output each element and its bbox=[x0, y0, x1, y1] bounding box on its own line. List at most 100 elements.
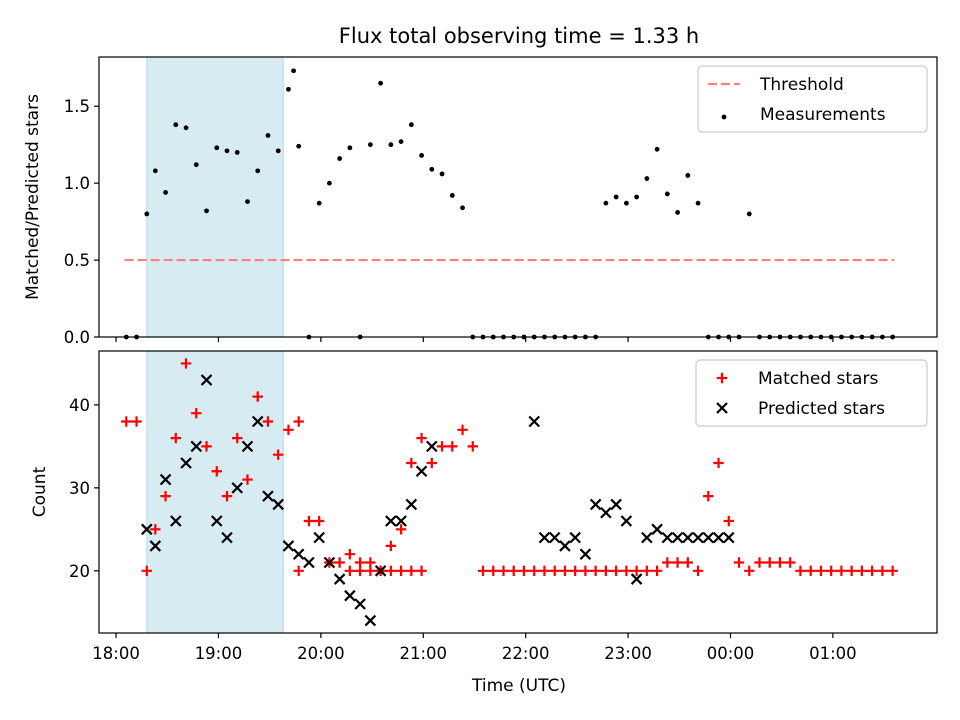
data-point bbox=[221, 531, 233, 544]
x-tick-label: 18:00 bbox=[92, 644, 140, 663]
y-tick-label: 30 bbox=[69, 479, 90, 498]
data-point bbox=[682, 531, 694, 544]
data-point bbox=[316, 200, 322, 206]
data-point bbox=[449, 193, 455, 198]
data-point bbox=[201, 441, 212, 452]
data-point bbox=[149, 540, 162, 552]
data-point bbox=[538, 531, 551, 544]
data-point bbox=[385, 515, 397, 527]
data-point bbox=[723, 531, 735, 544]
data-point bbox=[498, 565, 509, 576]
data-point bbox=[131, 416, 142, 427]
data-point bbox=[354, 598, 366, 610]
y-tick-label: 1.0 bbox=[64, 174, 90, 193]
data-point bbox=[712, 531, 725, 544]
data-point bbox=[764, 557, 775, 568]
data-point bbox=[144, 211, 150, 217]
data-point bbox=[406, 457, 417, 469]
x-axis-label: Time (UTC) bbox=[471, 676, 566, 696]
data-point bbox=[273, 449, 284, 460]
data-point bbox=[590, 565, 601, 576]
data-point bbox=[374, 565, 387, 577]
data-point bbox=[200, 374, 213, 386]
data-point bbox=[610, 498, 622, 511]
data-point bbox=[644, 176, 650, 181]
data-point bbox=[141, 523, 153, 536]
data-point bbox=[785, 557, 796, 568]
data-point bbox=[121, 416, 132, 427]
data-point bbox=[405, 498, 418, 511]
x-tick-label: 22:00 bbox=[502, 644, 550, 663]
axes-frame bbox=[98, 350, 938, 634]
data-point bbox=[190, 440, 203, 453]
data-point bbox=[286, 86, 291, 92]
data-point bbox=[610, 565, 622, 576]
data-point bbox=[283, 424, 294, 435]
data-point bbox=[600, 565, 612, 576]
data-point bbox=[313, 515, 325, 527]
data-point bbox=[388, 142, 394, 148]
counts-panel: 20 30 40 18:00 19:00 20:00 21:00 22:00 23:00 00:0… bbox=[30, 350, 938, 663]
data-point bbox=[292, 548, 305, 560]
data-point bbox=[518, 565, 530, 576]
data-point bbox=[163, 189, 168, 195]
data-point bbox=[539, 565, 550, 576]
data-point bbox=[692, 531, 704, 544]
data-point bbox=[265, 133, 271, 138]
data-point bbox=[559, 565, 571, 576]
data-point bbox=[580, 565, 591, 576]
data-point bbox=[234, 149, 240, 155]
data-point bbox=[385, 540, 397, 552]
data-point bbox=[398, 139, 404, 145]
data-point bbox=[415, 465, 428, 478]
data-point bbox=[457, 424, 468, 435]
data-point bbox=[856, 565, 868, 576]
data-point bbox=[242, 474, 253, 485]
data-point bbox=[365, 565, 376, 576]
data-point bbox=[406, 565, 417, 576]
data-point bbox=[183, 125, 189, 131]
data-point bbox=[795, 565, 806, 576]
data-point bbox=[630, 573, 643, 585]
data-point bbox=[641, 531, 653, 544]
data-point bbox=[214, 145, 220, 151]
data-point bbox=[631, 565, 642, 576]
data-point bbox=[344, 549, 356, 560]
data-point bbox=[436, 441, 448, 452]
data-point bbox=[323, 556, 336, 569]
data-point bbox=[774, 557, 786, 568]
data-point bbox=[447, 441, 458, 452]
data-point bbox=[150, 524, 161, 535]
data-point bbox=[439, 171, 445, 177]
data-point bbox=[467, 441, 478, 452]
data-point bbox=[141, 565, 152, 576]
data-point bbox=[303, 556, 315, 569]
data-point bbox=[621, 565, 632, 576]
data-point bbox=[159, 473, 172, 486]
data-point bbox=[703, 490, 714, 502]
data-point bbox=[613, 194, 619, 200]
data-point bbox=[191, 408, 202, 419]
legend-box bbox=[695, 359, 928, 427]
data-point bbox=[272, 498, 284, 511]
legend-label: Predicted stars bbox=[758, 399, 885, 419]
data-point bbox=[395, 565, 407, 576]
data-point bbox=[364, 614, 377, 627]
x-tick-label: 20:00 bbox=[297, 644, 345, 663]
data-point bbox=[333, 573, 346, 585]
data-point bbox=[262, 490, 274, 502]
y-tick-label: 20 bbox=[69, 562, 90, 581]
legend-swatch bbox=[716, 402, 728, 414]
y-tick-label: 40 bbox=[69, 396, 90, 415]
data-point bbox=[846, 565, 857, 576]
data-point bbox=[702, 531, 715, 544]
data-point bbox=[296, 143, 302, 149]
legend: Threshold Measurements bbox=[697, 65, 928, 133]
data-point bbox=[460, 205, 465, 211]
data-point bbox=[671, 531, 684, 544]
data-point bbox=[695, 200, 701, 206]
data-point bbox=[836, 565, 847, 576]
data-point bbox=[347, 145, 353, 151]
legend-swatch bbox=[716, 372, 728, 384]
